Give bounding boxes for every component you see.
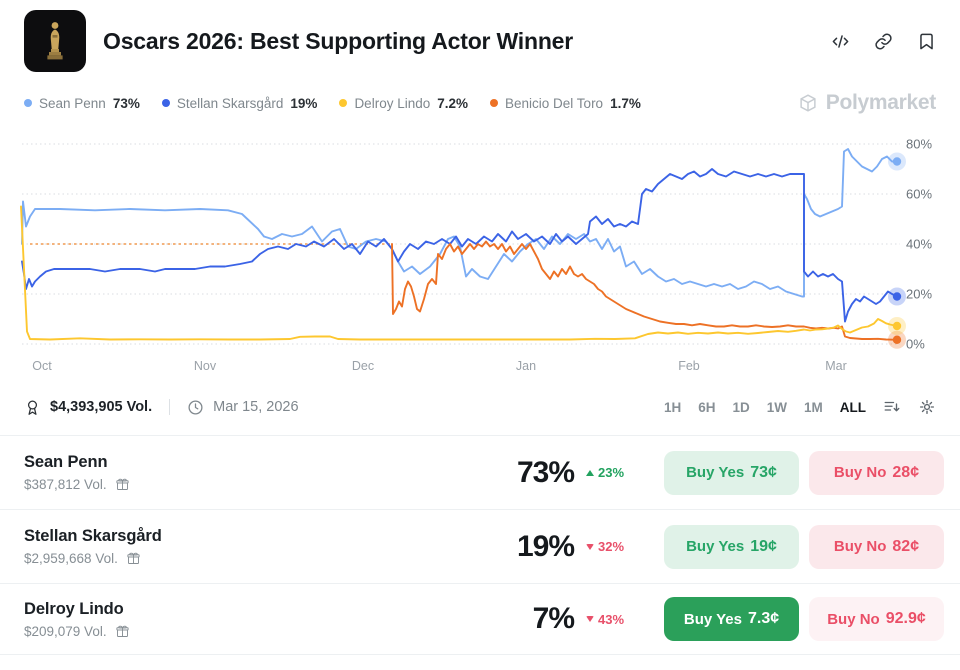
legend-item-delroy-lindo[interactable]: Delroy Lindo 7.2% <box>339 96 468 111</box>
chart-settings-button[interactable] <box>918 398 936 416</box>
divider <box>169 399 171 415</box>
outcome-volume: $2,959,668 Vol. <box>24 551 118 566</box>
outcome-chance: 19% <box>516 529 575 563</box>
price-chart-container: 80% 60% 40% 20% 0% Oct Nov Dec Jan Feb Mar <box>0 117 960 382</box>
delta-direction-icon <box>586 616 594 622</box>
svg-text:Jan: Jan <box>516 359 536 373</box>
range-1d[interactable]: 1D <box>732 399 750 415</box>
buy-yes-button[interactable]: Buy Yes 19¢ <box>664 524 799 569</box>
svg-text:0%: 0% <box>906 337 925 352</box>
copy-link-button[interactable] <box>874 32 893 51</box>
embed-button[interactable] <box>831 32 850 51</box>
gift-icon[interactable] <box>126 551 141 566</box>
buy-no-button[interactable]: Buy No 82¢ <box>809 524 944 569</box>
outcome-chance: 7% <box>532 602 575 635</box>
oscar-statuette-icon <box>47 22 63 60</box>
outcome-delta: 23% <box>586 465 664 480</box>
svg-text:80%: 80% <box>906 137 932 152</box>
outcome-info: Delroy Lindo $209,079 Vol. <box>24 600 476 639</box>
total-volume: $4,393,905 Vol. <box>50 399 153 415</box>
range-1w[interactable]: 1W <box>766 399 787 415</box>
svg-text:Oct: Oct <box>32 359 52 373</box>
outcome-volume: $387,812 Vol. <box>24 477 107 492</box>
buy-no-button[interactable]: Buy No 92.9¢ <box>809 597 944 641</box>
sort-outcomes-button[interactable] <box>883 398 901 416</box>
legend-item-sean-penn[interactable]: Sean Penn 73% <box>24 96 140 111</box>
svg-text:20%: 20% <box>906 287 932 302</box>
outcome-delta: 32% <box>586 539 664 554</box>
range-1h[interactable]: 1H <box>663 399 682 415</box>
range-6h[interactable]: 6H <box>698 399 716 415</box>
svg-text:Nov: Nov <box>194 359 217 373</box>
chart-legend-row: Sean Penn 73% Stellan Skarsgård 19% Delr… <box>0 91 960 115</box>
series-dot-blue <box>161 99 170 107</box>
outcome-row-delroy-lindo: Delroy Lindo $209,079 Vol. 7% 43% Buy Ye… <box>0 583 960 655</box>
outcome-delta: 43% <box>586 612 664 627</box>
code-embed-icon <box>832 34 849 48</box>
clock-icon <box>188 399 203 415</box>
series-dot-light-blue <box>24 99 32 107</box>
time-range-controls: 1H 6H 1D 1W 1M ALL <box>664 398 936 416</box>
market-image <box>24 10 86 72</box>
outcome-name: Stellan Skarsgård <box>24 527 162 545</box>
header-actions <box>831 32 936 51</box>
svg-text:60%: 60% <box>906 187 932 202</box>
delta-direction-icon <box>586 469 594 476</box>
market-stats: $4,393,905 Vol. Mar 15, 2026 <box>24 399 664 416</box>
svg-text:Dec: Dec <box>352 359 374 373</box>
outcome-info: Sean Penn $387,812 Vol. <box>24 453 476 492</box>
end-date: Mar 15, 2026 <box>213 399 299 415</box>
gear-icon <box>919 399 935 415</box>
buy-no-button[interactable]: Buy No 28¢ <box>809 450 944 495</box>
range-1m[interactable]: 1M <box>803 399 823 415</box>
legend-item-stellan-skarsgard[interactable]: Stellan Skarsgård 19% <box>161 96 317 111</box>
outcome-name: Delroy Lindo <box>24 599 124 618</box>
legend-item-benicio-del-toro[interactable]: Benicio Del Toro 1.7% <box>490 96 641 111</box>
outcome-name: Sean Penn <box>24 453 108 471</box>
outcome-volume: $209,079 Vol. <box>24 623 107 639</box>
outcome-row-stellan-skarsgard: Stellan Skarsgård $2,959,668 Vol. 19% 32… <box>0 509 960 583</box>
svg-text:Feb: Feb <box>678 359 700 373</box>
delta-direction-icon <box>586 543 594 550</box>
outcome-chance: 73% <box>516 455 575 489</box>
bookmark-button[interactable] <box>917 32 936 51</box>
outcome-row-sean-penn: Sean Penn $387,812 Vol. 73% 23% Buy Yes … <box>0 435 960 509</box>
polymarket-logo-icon <box>800 94 816 112</box>
page-title: Oscars 2026: Best Supporting Actor Winne… <box>103 27 574 54</box>
svg-text:Mar: Mar <box>825 359 847 373</box>
chart-legend: Sean Penn 73% Stellan Skarsgård 19% Delr… <box>24 96 797 111</box>
price-chart[interactable]: 80% 60% 40% 20% 0% Oct Nov Dec Jan Feb Mar <box>0 117 960 382</box>
series-dot-orange <box>490 99 499 107</box>
outcome-info: Stellan Skarsgård $2,959,668 Vol. <box>24 527 476 566</box>
range-all[interactable]: ALL <box>839 399 866 415</box>
market-header: Oscars 2026: Best Supporting Actor Winne… <box>0 0 960 72</box>
watermark-text: Polymarket <box>825 91 937 114</box>
gift-icon[interactable] <box>115 624 130 639</box>
series-dot-yellow <box>339 99 348 107</box>
chart-toolbar: $4,393,905 Vol. Mar 15, 2026 1H 6H 1D 1W… <box>0 387 960 427</box>
link-icon <box>875 32 892 50</box>
outcomes-list: Sean Penn $387,812 Vol. 73% 23% Buy Yes … <box>0 435 960 655</box>
svg-text:40%: 40% <box>906 237 932 252</box>
gift-icon[interactable] <box>115 477 130 492</box>
award-icon <box>27 399 38 415</box>
sort-list-icon <box>884 401 900 412</box>
polymarket-watermark: Polymarket <box>797 91 936 115</box>
end-date-group <box>187 399 204 416</box>
buy-yes-button[interactable]: Buy Yes 73¢ <box>664 450 799 495</box>
buy-yes-button[interactable]: Buy Yes 7.3¢ <box>664 597 799 641</box>
bookmark-icon <box>920 33 933 49</box>
